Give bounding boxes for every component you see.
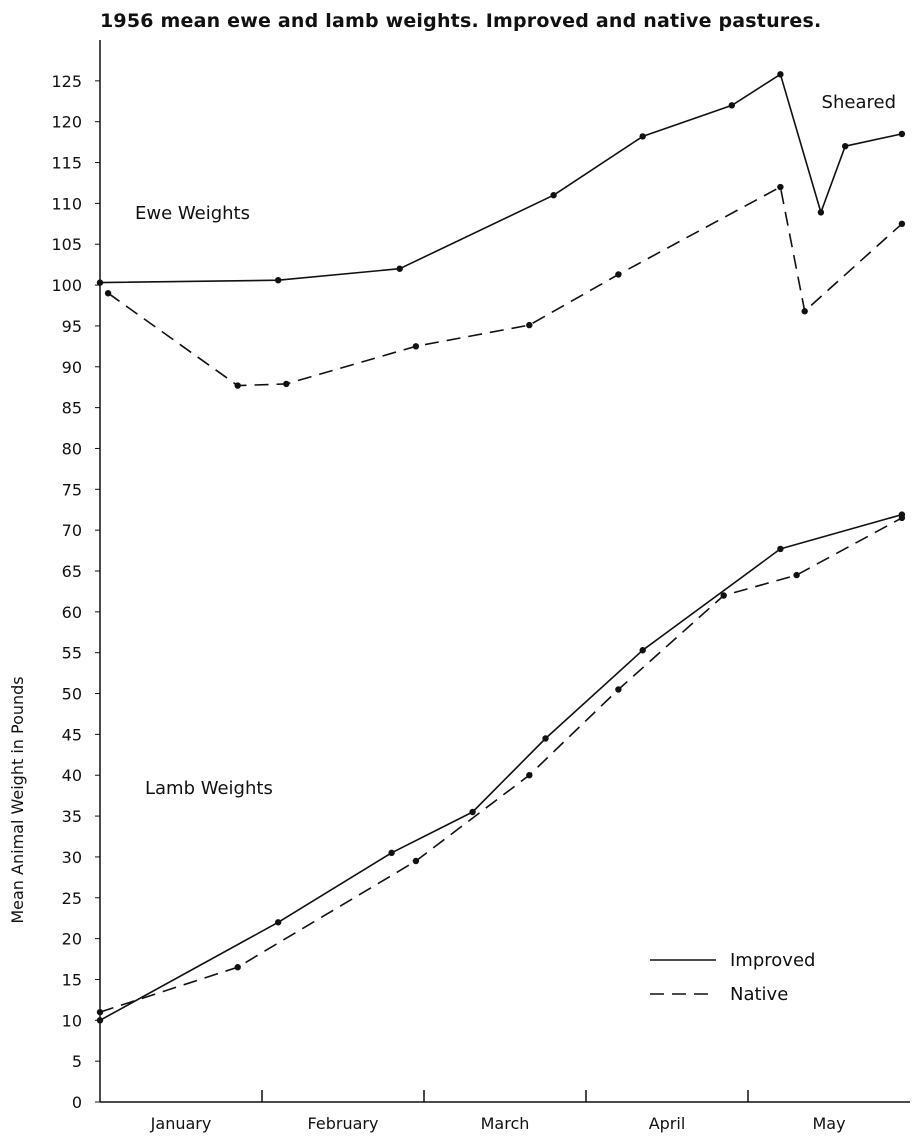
y-tick-label: 5	[72, 1052, 82, 1071]
y-tick-label: 60	[62, 603, 82, 622]
data-point	[777, 183, 784, 191]
data-point	[720, 592, 727, 599]
y-tick-label: 90	[62, 358, 82, 377]
y-tick-label: 30	[62, 848, 82, 867]
data-point	[728, 102, 735, 109]
x-tick-label: April	[649, 1114, 686, 1133]
y-tick-label: 55	[62, 644, 82, 663]
annotation-lamb-weights: Lamb Weights	[145, 778, 273, 799]
data-point	[396, 265, 403, 272]
data-point	[801, 308, 808, 315]
y-tick-label: 10	[62, 1011, 82, 1030]
data-point	[96, 1017, 104, 1024]
data-point	[96, 1008, 104, 1016]
y-tick-label: 100	[51, 276, 82, 295]
data-point	[898, 514, 906, 522]
legend-label-native: Native	[730, 984, 788, 1005]
y-tick-label: 75	[62, 480, 82, 499]
data-point	[898, 220, 906, 228]
y-tick-label: 40	[62, 766, 82, 785]
data-point	[234, 964, 241, 971]
data-point	[283, 380, 290, 388]
series-lamb-native	[96, 514, 906, 1016]
data-point	[777, 71, 784, 78]
series-line-lamb-native	[99, 517, 903, 1013]
y-tick-label: 105	[51, 235, 82, 254]
data-point	[639, 647, 646, 654]
y-tick-label: 125	[51, 72, 82, 91]
y-tick-label: 80	[62, 439, 82, 458]
data-point	[469, 808, 476, 816]
data-point	[526, 321, 533, 329]
data-point	[817, 209, 825, 216]
x-tick-label: February	[308, 1114, 379, 1133]
legend-label-improved: Improved	[730, 950, 815, 971]
data-point	[777, 545, 784, 553]
x-tick-label: May	[812, 1114, 845, 1133]
data-point	[234, 382, 241, 389]
data-point	[842, 143, 849, 150]
y-tick-label: 35	[62, 807, 82, 826]
y-tick-label: 25	[62, 889, 82, 908]
y-tick-label: 15	[62, 970, 82, 989]
data-point	[275, 919, 282, 926]
data-point	[615, 686, 622, 693]
y-tick-label: 85	[62, 399, 82, 418]
y-tick-label: 115	[51, 154, 82, 173]
series-lamb-improved	[96, 511, 906, 1024]
data-point	[412, 343, 420, 350]
annotation-sheared: Sheared	[822, 92, 896, 113]
data-point	[388, 849, 395, 857]
y-tick-label: 45	[62, 725, 82, 744]
data-point	[412, 857, 420, 865]
data-point	[542, 735, 549, 742]
y-tick-label: 20	[62, 930, 82, 949]
y-tick-label: 0	[72, 1093, 82, 1112]
data-point	[639, 133, 646, 140]
annotation-ewe-weights: Ewe Weights	[135, 203, 250, 224]
y-tick-label: 65	[62, 562, 82, 581]
series-line-lamb-improved	[99, 513, 903, 1022]
x-tick-label: January	[150, 1114, 212, 1133]
data-point	[615, 271, 622, 278]
data-point	[275, 276, 282, 284]
y-tick-label: 70	[62, 521, 82, 540]
data-point	[898, 130, 906, 138]
x-tick-label: March	[481, 1114, 530, 1133]
series-ewe-native	[104, 183, 906, 389]
chart-title: 1956 mean ewe and lamb weights. Improved…	[100, 10, 822, 32]
data-point	[526, 772, 533, 779]
data-point	[793, 571, 800, 579]
y-tick-label: 110	[51, 194, 82, 213]
series-ewe-improved	[96, 71, 906, 286]
y-tick-label: 95	[62, 317, 82, 336]
data-point	[96, 279, 104, 286]
y-tick-label: 120	[51, 113, 82, 132]
y-tick-label: 50	[62, 685, 82, 704]
data-point	[550, 192, 557, 199]
legend: Improved Native	[650, 950, 815, 1005]
series-line-ewe-improved	[99, 73, 903, 284]
data-point	[104, 290, 112, 297]
